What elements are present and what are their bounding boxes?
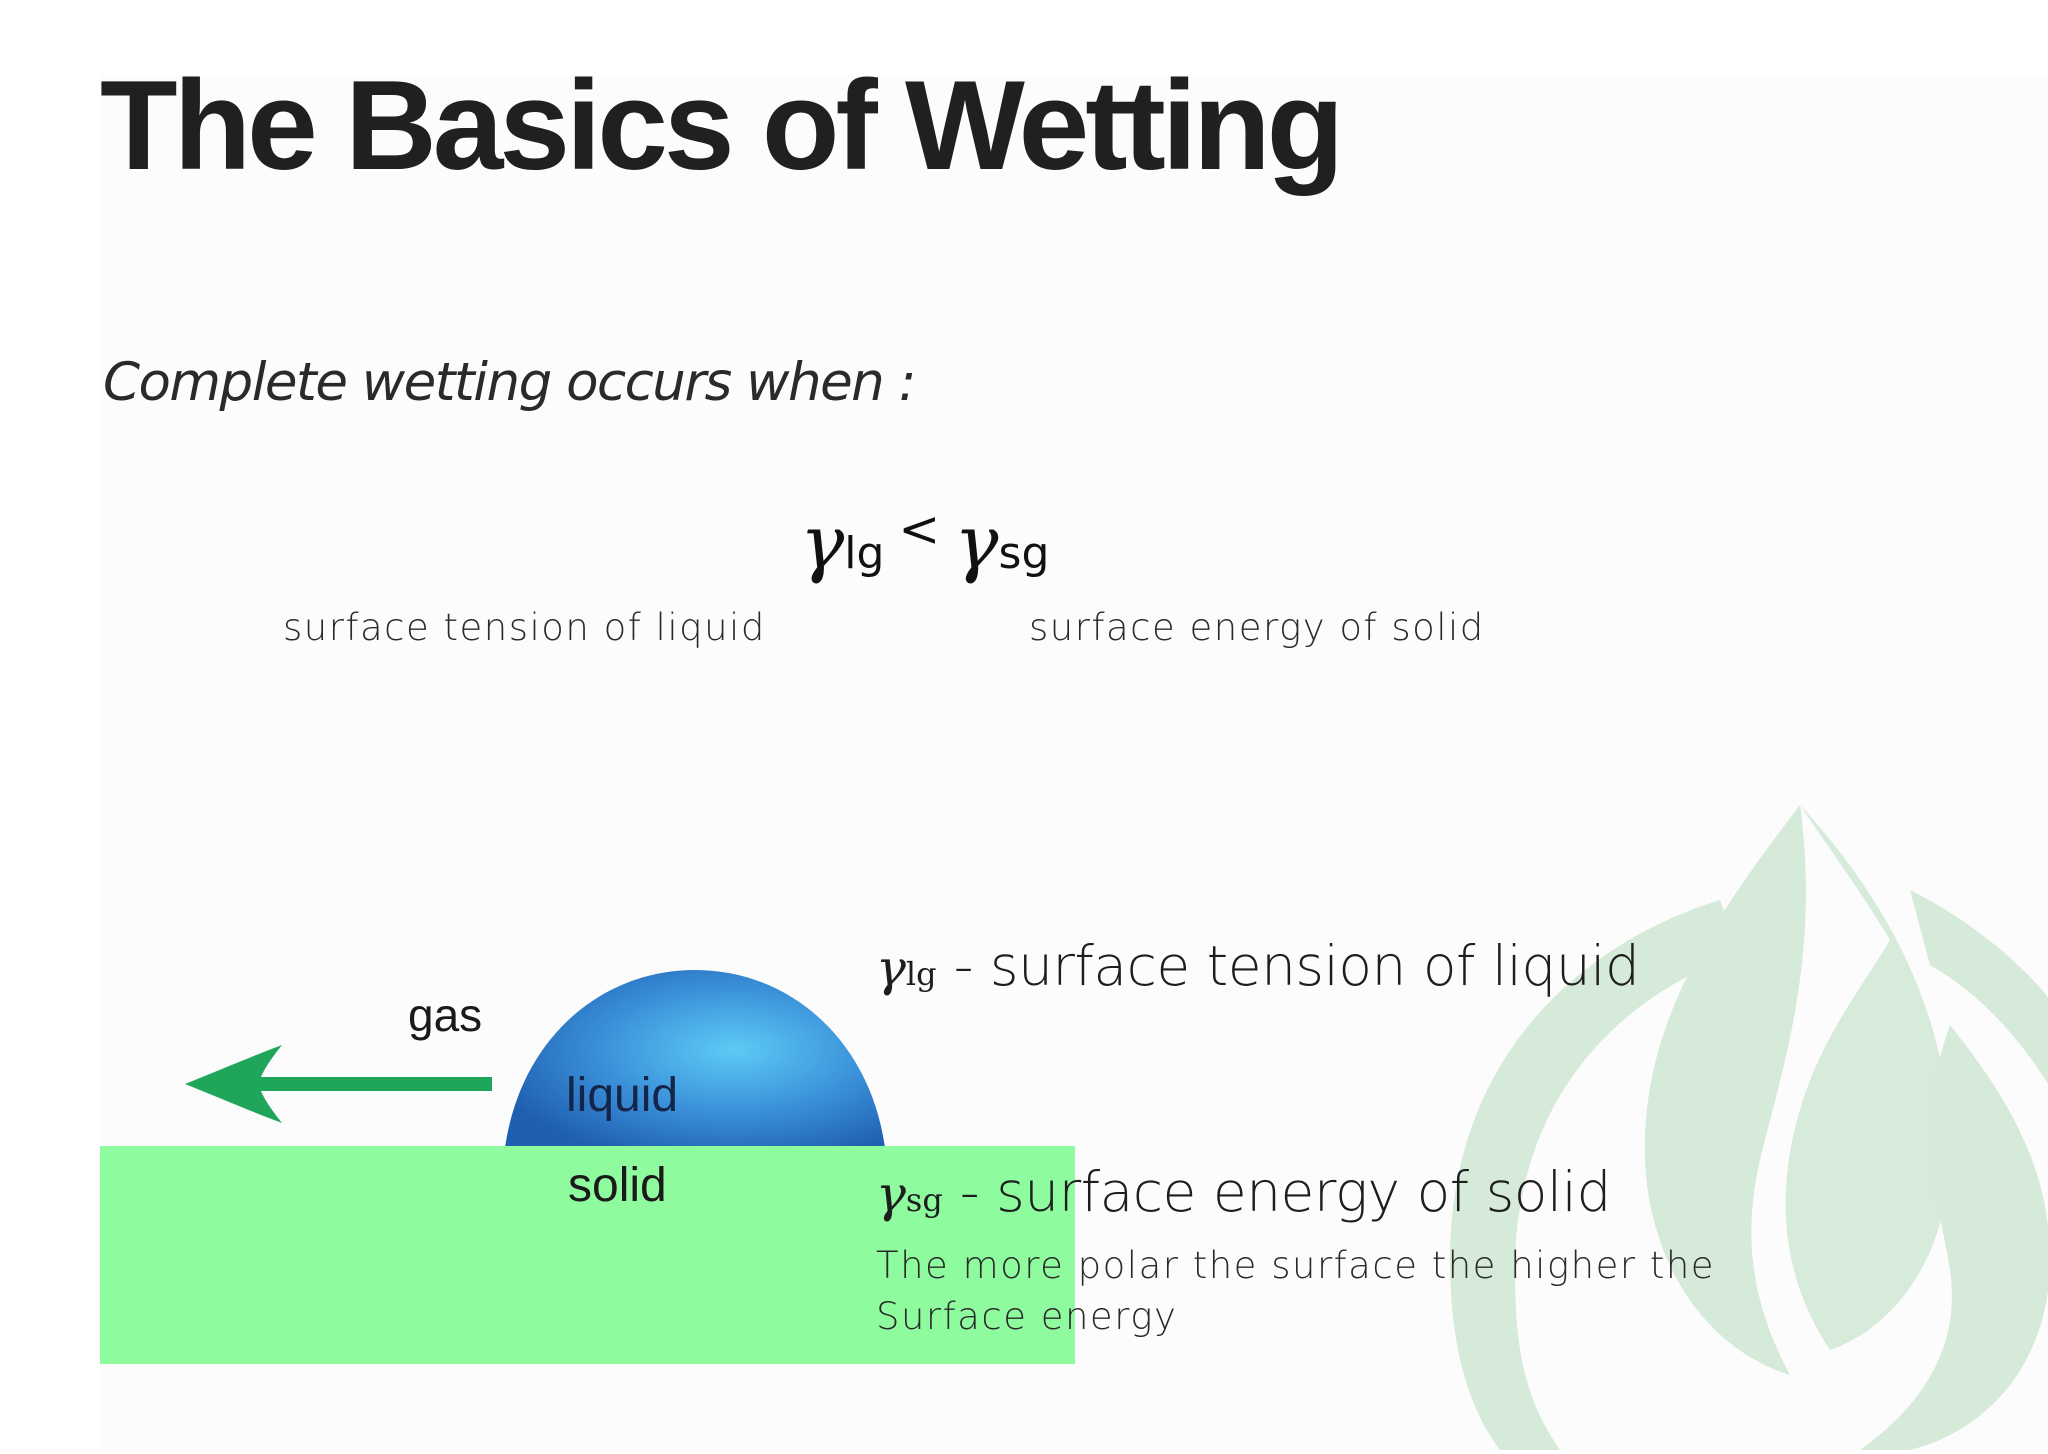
caption-surface-energy: surface energy of solid [1029, 606, 1485, 649]
wetting-condition-formula: γlg < γsg [800, 500, 1049, 586]
gamma-sg-subscript: sg [998, 528, 1050, 579]
definition-lg-subscript: lg [905, 955, 937, 993]
definition-gamma-sg: γsg - surface energy of solid [876, 1160, 1611, 1224]
solid-label: solid [568, 1159, 667, 1212]
gamma-sg-symbol: γ [954, 500, 999, 586]
definition-sg-subscript: sg [905, 1181, 943, 1219]
definition-lg-text: - surface tension of liquid [936, 934, 1640, 998]
water-drop-leaf-icon [1390, 790, 2048, 1454]
polarity-note-line-1: The more polar the surface the higher th… [876, 1244, 1716, 1287]
definition-sg-symbol: γ [876, 1165, 906, 1223]
gas-label: gas [408, 989, 483, 1041]
gamma-lg-symbol: γ [800, 500, 845, 586]
caption-surface-tension: surface tension of liquid [283, 606, 766, 649]
gamma-lg-subscript: lg [844, 528, 885, 579]
subtitle: Complete wetting occurs when : [103, 352, 916, 413]
liquid-label: liquid [566, 1069, 679, 1122]
polarity-note-line-2: Surface energy [876, 1295, 1178, 1338]
definition-lg-symbol: γ [876, 939, 906, 997]
less-than-operator: < [898, 500, 941, 558]
definition-gamma-lg: γlg - surface tension of liquid [876, 934, 1640, 998]
page-title: The Basics of Wetting [100, 54, 1344, 196]
polarity-note: The more polar the surface the higher th… [876, 1240, 1776, 1342]
definition-sg-text: - surface energy of solid [942, 1160, 1612, 1224]
